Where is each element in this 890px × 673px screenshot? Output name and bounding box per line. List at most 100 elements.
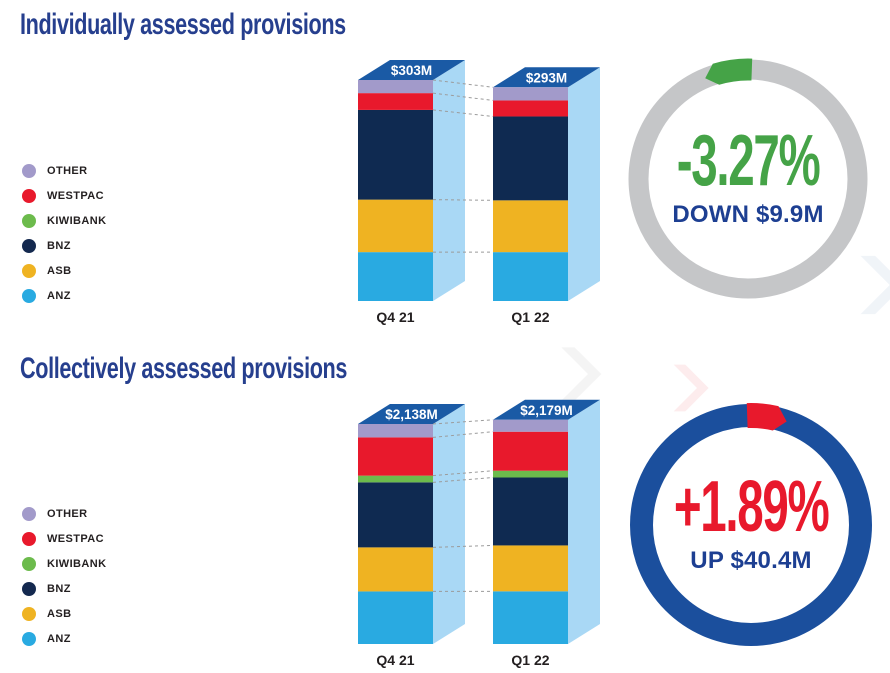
change-gauge-individual: -3.27% DOWN $9.9M	[625, 56, 871, 302]
x-axis-label: Q1 22	[511, 309, 549, 325]
bar-segment-other-q4-21	[358, 80, 433, 94]
bar-side-face	[433, 60, 465, 301]
gauge-text: -3.27% DOWN $9.9M	[625, 56, 871, 302]
legend-label: KIWIBANK	[47, 214, 107, 227]
legend-swatch-bnz	[22, 581, 36, 596]
bar-top-face	[358, 404, 465, 424]
bar-segment-bnz-q4-21	[358, 482, 433, 548]
bar-total-label: $303M	[391, 63, 432, 78]
legend-swatch-westpac	[22, 531, 36, 546]
bar-segment-anz-q1-22	[493, 252, 568, 301]
segment-connector-line	[432, 431, 494, 438]
bar-total-label: $2,138M	[385, 407, 438, 422]
bar-top-face	[493, 399, 600, 420]
bar-segment-westpac-q1-22	[493, 431, 568, 471]
page-title-collective: Collectively assessed provisions	[20, 352, 474, 386]
section-title-text: Individually assessed provisions	[20, 8, 346, 41]
bar-segment-anz-q1-22	[493, 591, 568, 644]
bar-segment-westpac-q1-22	[493, 100, 568, 117]
gauge-percent: +1.89%	[634, 467, 868, 548]
legend-label: WESTPAC	[47, 532, 104, 545]
segment-connector-line	[432, 544, 494, 548]
gauge-ring-svg	[630, 403, 872, 646]
legend-item-other: OTHER	[22, 158, 106, 183]
x-axis-label: Q4 21	[376, 652, 414, 668]
legend-label: ANZ	[47, 289, 71, 302]
legend-swatch-kiwibank	[22, 213, 36, 228]
gauge-ring-svg	[628, 58, 868, 299]
x-axis-label: Q4 21	[376, 309, 414, 325]
bar-segment-other-q1-22	[493, 87, 568, 101]
legend-swatch-other	[22, 506, 36, 521]
segment-connector-line	[432, 419, 494, 425]
legend-label: ANZ	[47, 632, 71, 645]
legend-swatch-asb	[22, 263, 36, 278]
gauge-text: +1.89% UP $40.4M	[628, 402, 874, 648]
bar-side-face	[433, 404, 465, 644]
legend-item-anz: ANZ	[22, 283, 106, 308]
change-gauge-collective: +1.89% UP $40.4M	[628, 402, 874, 648]
bar-segment-asb-q1-22	[493, 545, 568, 592]
stacked-bar-chart-individual: $303M Q4 21 $293M Q1 22	[358, 60, 600, 325]
bar-top-face	[493, 67, 600, 88]
legend-swatch-westpac	[22, 188, 36, 203]
bar-side-face	[568, 399, 600, 644]
legend-item-asb: ASB	[22, 601, 106, 626]
bar-top-face	[358, 60, 465, 80]
legend-item-kiwibank: KIWIBANK	[22, 551, 106, 576]
bar-segment-bnz-q1-22	[493, 477, 568, 546]
bar-segment-anz-q4-21	[358, 252, 433, 301]
bar-segment-kiwibank-q4-21	[358, 475, 433, 483]
legend-swatch-asb	[22, 606, 36, 621]
legend-label: KIWIBANK	[47, 557, 107, 570]
legend-swatch-bnz	[22, 238, 36, 253]
bar-total-label: $2,179M	[520, 403, 573, 418]
legend-swatch-anz	[22, 288, 36, 303]
legend-swatch-other	[22, 163, 36, 178]
legend-collective: OTHER WESTPAC KIWIBANK BNZ ASB ANZ	[22, 501, 106, 651]
legend-item-bnz: BNZ	[22, 576, 106, 601]
segment-connector-line	[432, 79, 494, 88]
bar-total-label: $293M	[526, 70, 567, 85]
gauge-percent-text: +1.89%	[673, 467, 830, 548]
legend-item-asb: ASB	[22, 258, 106, 283]
gauge-percent-text: -3.27%	[676, 121, 821, 202]
legend-item-kiwibank: KIWIBANK	[22, 208, 106, 233]
page-title-individual: Individually assessed provisions	[20, 8, 473, 42]
legend-label: OTHER	[47, 507, 88, 520]
gauge-change-arrow	[705, 58, 753, 85]
legend-label: BNZ	[47, 239, 71, 252]
legend-item-anz: ANZ	[22, 626, 106, 651]
segment-connector-line	[432, 199, 494, 201]
bar-segment-bnz-q4-21	[358, 109, 433, 200]
legend-label: ASB	[47, 264, 72, 277]
legend-item-bnz: BNZ	[22, 233, 106, 258]
gauge-caption: DOWN $9.9M	[672, 200, 824, 228]
bar-segment-other-q1-22	[493, 419, 568, 432]
segment-connector-line	[432, 477, 494, 483]
segment-connector-line	[432, 109, 494, 117]
segment-connector-line	[432, 92, 494, 101]
bar-segment-other-q4-21	[358, 424, 433, 438]
segment-connector-line	[432, 470, 494, 477]
bar-side-face	[568, 67, 600, 301]
bar-segment-kiwibank-q1-22	[493, 470, 568, 478]
bar-segment-anz-q4-21	[358, 591, 433, 644]
legend-label: OTHER	[47, 164, 88, 177]
x-axis-label: Q1 22	[511, 652, 549, 668]
legend-swatch-kiwibank	[22, 556, 36, 571]
legend-item-other: OTHER	[22, 501, 106, 526]
bar-segment-bnz-q1-22	[493, 116, 568, 201]
legend-item-westpac: WESTPAC	[22, 183, 106, 208]
legend-label: WESTPAC	[47, 189, 104, 202]
legend-individual: OTHER WESTPAC KIWIBANK BNZ ASB ANZ	[22, 158, 106, 308]
bar-segment-westpac-q4-21	[358, 93, 433, 110]
bar-segment-westpac-q4-21	[358, 437, 433, 476]
gauge-caption: UP $40.4M	[690, 546, 812, 574]
gauge-change-arrow	[746, 403, 787, 431]
legend-label: BNZ	[47, 582, 71, 595]
bar-segment-asb-q4-21	[358, 547, 433, 592]
stacked-bar-chart-collective: $2,138M Q4 21 $2,179M Q1 22	[358, 399, 600, 668]
legend-label: ASB	[47, 607, 72, 620]
